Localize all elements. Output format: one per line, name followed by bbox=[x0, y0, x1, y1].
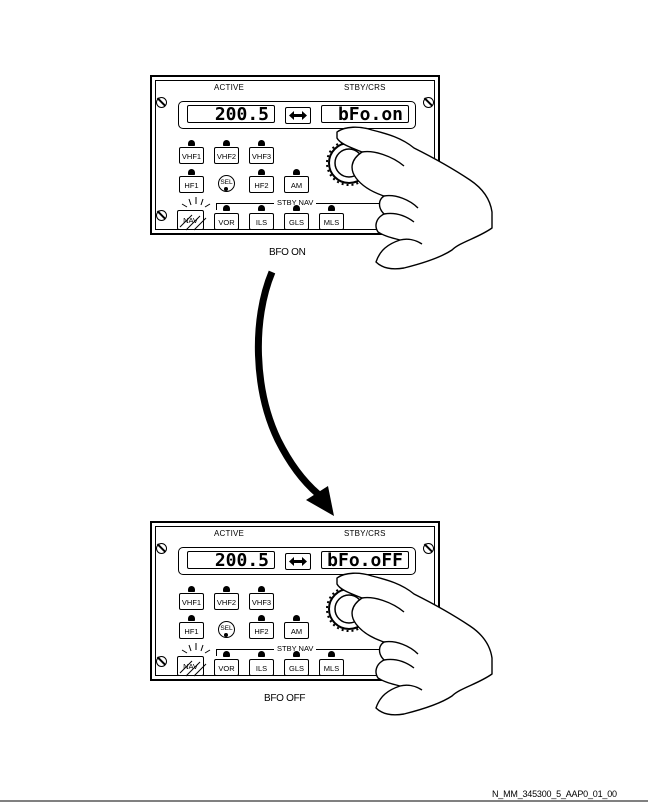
am-button[interactable]: AM bbox=[284, 622, 309, 639]
active-label: ACTIVE bbox=[214, 529, 245, 538]
standby-frequency-window: bFo.on bbox=[321, 105, 409, 123]
indicator-lamp-icon bbox=[223, 651, 230, 657]
indicator-lamp-icon bbox=[328, 205, 335, 211]
ils-button[interactable]: ILS bbox=[249, 213, 274, 230]
transfer-arrows-icon bbox=[289, 111, 307, 120]
screw-icon bbox=[156, 97, 167, 108]
indicator-lamp-icon bbox=[258, 169, 265, 175]
indicator-lamp-icon bbox=[258, 140, 265, 146]
indicator-lamp-icon bbox=[328, 651, 335, 657]
caption-bfo-off: BFO OFF bbox=[264, 693, 306, 704]
mls-button[interactable]: MLS bbox=[319, 659, 344, 676]
indicator-lamp-icon bbox=[258, 205, 265, 211]
indicator-lamp-icon bbox=[293, 615, 300, 621]
active-label: ACTIVE bbox=[214, 83, 245, 92]
frequency-display: 200.5 bFo.on bbox=[178, 101, 416, 129]
vhf1-button[interactable]: VHF1 bbox=[179, 593, 204, 610]
indicator-lamp-icon bbox=[223, 586, 230, 592]
screw-icon bbox=[156, 210, 167, 221]
stby-crs-label: STBY/CRS bbox=[344, 529, 386, 538]
stby-nav-label: STBY NAV bbox=[274, 644, 317, 653]
indicator-lamp-icon bbox=[188, 615, 195, 621]
indicator-lamp-icon bbox=[188, 140, 195, 146]
frequency-display: 200.5 bFo.oFF bbox=[178, 547, 416, 575]
vhf3-button[interactable]: VHF3 bbox=[249, 147, 274, 164]
active-frequency-window: 200.5 bbox=[187, 551, 275, 569]
vhf2-button[interactable]: VHF2 bbox=[214, 593, 239, 610]
standby-frequency-window: bFo.oFF bbox=[321, 551, 409, 569]
screw-icon bbox=[423, 543, 434, 554]
screw-icon bbox=[423, 210, 434, 221]
indicator-lamp-icon bbox=[258, 615, 265, 621]
indicator-lamp-icon bbox=[258, 586, 265, 592]
indicator-lamp-icon bbox=[293, 169, 300, 175]
hf1-button[interactable]: HF1 bbox=[179, 176, 204, 193]
gls-button[interactable]: GLS bbox=[284, 659, 309, 676]
hf2-button[interactable]: HF2 bbox=[249, 622, 274, 639]
am-button[interactable]: AM bbox=[284, 176, 309, 193]
radio-panel-bfo-on: ACTIVE STBY/CRS 200.5 bFo.on VHF1 VHF2 V… bbox=[150, 75, 440, 235]
screw-icon bbox=[423, 656, 434, 667]
stby-nav-label: STBY NAV bbox=[274, 198, 317, 207]
vhf2-button[interactable]: VHF2 bbox=[214, 147, 239, 164]
on-label: ON bbox=[394, 643, 405, 650]
indicator-lamp-icon bbox=[188, 169, 195, 175]
screw-icon bbox=[156, 543, 167, 554]
indicator-lamp-icon bbox=[188, 586, 195, 592]
indicator-lamp-icon bbox=[293, 205, 300, 211]
sel-switch[interactable]: SEL bbox=[218, 175, 235, 192]
nav-button[interactable]: NAV bbox=[177, 656, 204, 676]
vor-button[interactable]: VOR bbox=[214, 213, 239, 230]
transfer-button[interactable] bbox=[285, 107, 311, 124]
active-frequency-window: 200.5 bbox=[187, 105, 275, 123]
radio-panel-bfo-off: ACTIVE STBY/CRS 200.5 bFo.oFF VHF1 VHF2 … bbox=[150, 521, 440, 681]
vor-button[interactable]: VOR bbox=[214, 659, 239, 676]
indicator-lamp-icon bbox=[293, 651, 300, 657]
figure-code: N_MM_345300_5_AAP0_01_00 bbox=[492, 789, 617, 799]
sel-switch[interactable]: SEL bbox=[218, 621, 235, 638]
hf2-button[interactable]: HF2 bbox=[249, 176, 274, 193]
indicator-lamp-icon bbox=[223, 205, 230, 211]
ils-button[interactable]: ILS bbox=[249, 659, 274, 676]
nav-button[interactable]: NAV bbox=[177, 210, 204, 230]
vhf3-button[interactable]: VHF3 bbox=[249, 593, 274, 610]
transfer-button[interactable] bbox=[285, 553, 311, 570]
transition-arrow-icon bbox=[254, 270, 334, 516]
caption-bfo-on: BFO ON bbox=[269, 247, 306, 258]
stby-crs-label: STBY/CRS bbox=[344, 83, 386, 92]
indicator-lamp-icon bbox=[223, 140, 230, 146]
screw-icon bbox=[423, 97, 434, 108]
vhf1-button[interactable]: VHF1 bbox=[179, 147, 204, 164]
screw-icon bbox=[156, 656, 167, 667]
indicator-lamp-icon bbox=[258, 651, 265, 657]
mls-button[interactable]: MLS bbox=[319, 213, 344, 230]
on-label: ON bbox=[394, 197, 405, 204]
gls-button[interactable]: GLS bbox=[284, 213, 309, 230]
transfer-arrows-icon bbox=[289, 557, 307, 566]
hf1-button[interactable]: HF1 bbox=[179, 622, 204, 639]
